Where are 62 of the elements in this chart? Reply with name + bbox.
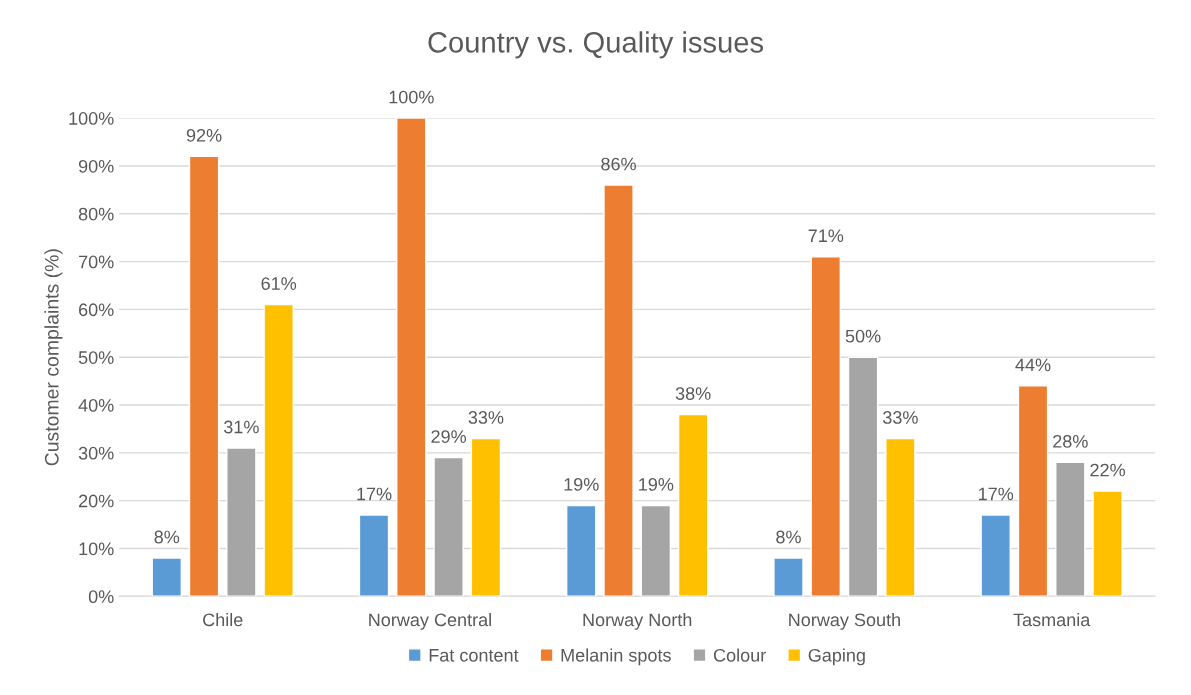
x-tick-label: Norway South xyxy=(789,612,900,630)
legend-label: Melanin spots xyxy=(561,648,671,666)
bar xyxy=(565,504,597,597)
bar xyxy=(603,184,634,597)
bar xyxy=(773,557,804,597)
bar xyxy=(226,447,257,597)
y-tick-label: 10% xyxy=(79,542,114,556)
data-label: 8% xyxy=(776,530,801,544)
y-tick-label: 50% xyxy=(78,351,114,364)
data-label: 92% xyxy=(186,128,222,142)
data-label: 86% xyxy=(601,157,636,171)
legend-label: Fat content xyxy=(429,649,519,662)
data-label: 17% xyxy=(979,487,1014,501)
data-label: 28% xyxy=(1053,434,1088,448)
bar xyxy=(980,514,1011,597)
data-label: 29% xyxy=(431,430,467,443)
data-label: 33% xyxy=(468,411,504,424)
bar xyxy=(1017,385,1049,597)
bar xyxy=(640,504,672,597)
bar xyxy=(433,456,464,597)
x-tick-label: Chile xyxy=(203,612,243,627)
data-label: 17% xyxy=(357,487,392,501)
data-label: 38% xyxy=(675,387,711,400)
y-tick-label: 90% xyxy=(78,159,114,173)
x-tick-label: Norway North xyxy=(583,612,692,630)
data-label: 50% xyxy=(845,329,881,343)
data-label: 61% xyxy=(261,277,297,290)
y-tick-label: 20% xyxy=(79,494,114,508)
y-tick-label: 80% xyxy=(78,207,114,221)
data-label: 71% xyxy=(808,229,844,243)
y-tick-label: 70% xyxy=(79,255,114,269)
bar xyxy=(1092,490,1123,597)
y-tick-label: 0% xyxy=(88,590,114,604)
data-label: 8% xyxy=(154,530,180,544)
data-label: 22% xyxy=(1090,463,1126,477)
x-tick-label: Norway Central xyxy=(369,612,491,630)
bar xyxy=(885,437,916,597)
bar xyxy=(847,356,879,597)
bar xyxy=(810,256,842,597)
bar xyxy=(677,413,709,597)
data-label: 31% xyxy=(223,420,259,434)
bar xyxy=(151,557,183,597)
bar xyxy=(358,514,390,597)
bar xyxy=(263,303,294,597)
bar xyxy=(188,155,220,597)
legend-label: Gaping xyxy=(808,648,865,666)
x-tick-label: Tasmania xyxy=(1013,612,1091,627)
y-tick-label: 40% xyxy=(78,398,114,412)
y-axis-title: Customer complaints (%) xyxy=(44,249,63,466)
legend-label: Colour xyxy=(713,648,766,662)
data-label: 19% xyxy=(639,477,674,491)
bar xyxy=(1055,461,1086,597)
bar xyxy=(396,118,427,597)
data-label: 19% xyxy=(564,477,599,491)
bar xyxy=(470,437,502,597)
y-tick-label: 60% xyxy=(79,303,114,317)
data-label: 33% xyxy=(882,411,918,424)
chart-title: Country vs. Quality issues xyxy=(428,31,764,59)
y-tick-label: 100% xyxy=(69,112,114,125)
data-label: 44% xyxy=(1015,358,1051,372)
data-label: 100% xyxy=(389,90,434,104)
y-tick-label: 30% xyxy=(78,446,114,460)
